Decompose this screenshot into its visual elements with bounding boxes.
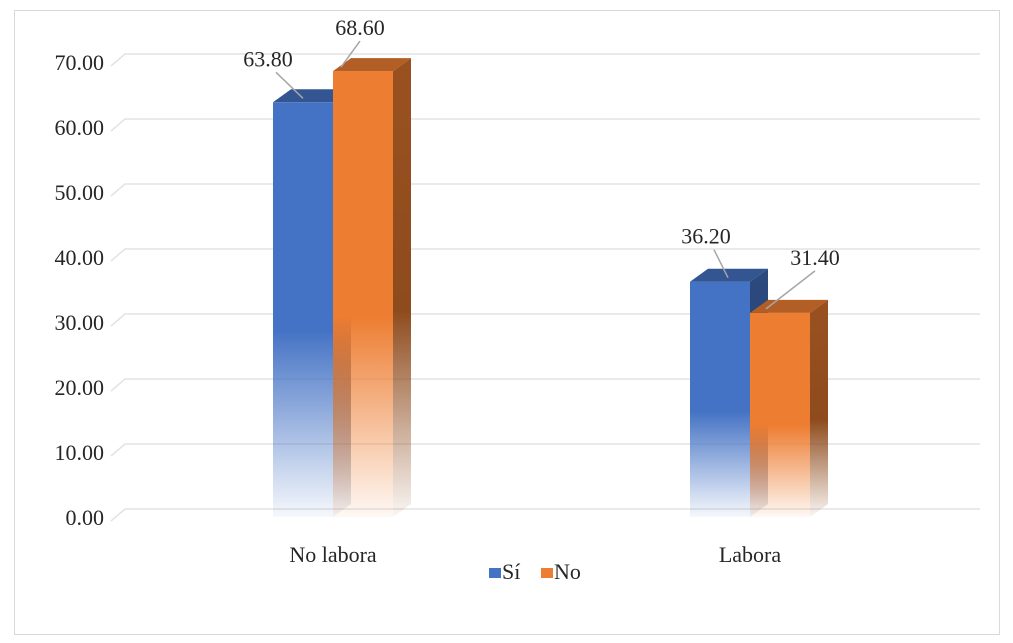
y-tick-label: 60.00 — [55, 115, 105, 140]
gridline — [110, 183, 980, 197]
y-tick-label: 10.00 — [55, 440, 105, 465]
data-label-leader — [275, 71, 304, 99]
gridline — [110, 248, 980, 262]
legend-label-Sí: Sí — [502, 559, 520, 584]
gridline — [110, 443, 980, 457]
data-label-leader — [765, 270, 816, 310]
data-labels: 63.80 68.60 36.20 31.40 — [243, 15, 840, 310]
bars — [273, 58, 828, 518]
legend-swatch-Sí — [489, 568, 501, 578]
bar-No-No labora — [333, 58, 411, 517]
y-tick-label: 0.00 — [66, 505, 105, 530]
legend: Sí No — [489, 559, 581, 584]
chart-frame — [14, 10, 1000, 635]
bar-No-Labora — [750, 299, 828, 517]
data-label-Sí-No labora: 63.80 — [243, 46, 293, 71]
x-category-label: No labora — [289, 542, 377, 567]
data-label-leader — [340, 40, 361, 68]
legend-label-No: No — [554, 559, 581, 584]
legend-swatch-No — [541, 568, 553, 578]
gridline — [110, 378, 980, 392]
gridline — [110, 53, 980, 67]
gridline — [110, 508, 980, 522]
gridline — [110, 313, 980, 327]
gridline — [110, 118, 980, 132]
grid-lines — [110, 53, 980, 522]
data-label-No-No labora: 68.60 — [335, 15, 385, 40]
y-tick-label: 30.00 — [55, 310, 105, 335]
x-category-label: Labora — [719, 542, 782, 567]
data-label-No-Labora: 31.40 — [790, 245, 840, 270]
y-tick-label: 70.00 — [55, 50, 105, 75]
y-axis-ticks: 0.00 10.00 20.00 30.00 40.00 50.00 60.00 70.00 — [55, 50, 105, 530]
y-tick-label: 50.00 — [55, 180, 105, 205]
data-label-Sí-Labora: 36.20 — [681, 224, 731, 249]
y-tick-label: 20.00 — [55, 375, 105, 400]
data-label-leader — [713, 249, 729, 279]
x-axis-categories: No labora Labora — [289, 542, 781, 567]
y-tick-label: 40.00 — [55, 245, 105, 270]
